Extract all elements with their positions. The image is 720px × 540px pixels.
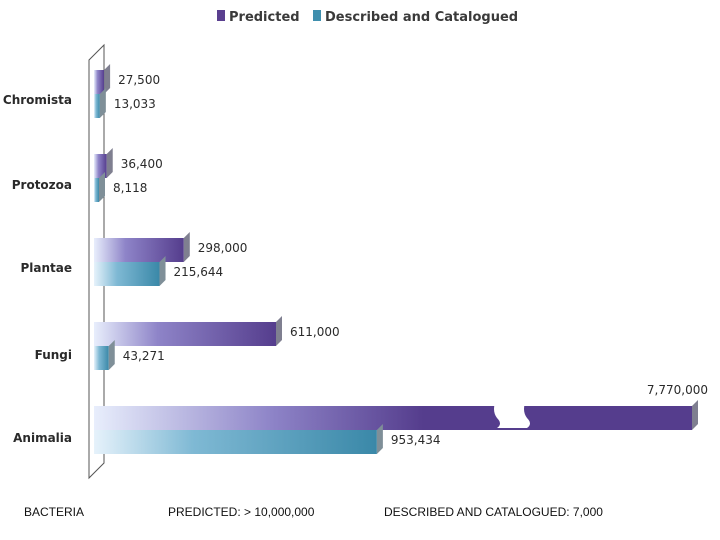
legend: Predicted Described and Catalogued [217,10,518,25]
value-labels: 27,500 13,033 36,400 8,118 298,000 215,6… [113,73,708,447]
bars [94,64,698,454]
bar-end-animalia-described [376,424,383,454]
bar-end-chromista-described [99,88,106,118]
bacteria-footnote: BACTERIA PREDICTED: > 10,000,000 DESCRIB… [0,505,720,525]
bar-chromista-predicted [94,70,105,94]
category-label-fungi: Fungi [35,348,72,362]
bar-animalia-predicted [94,406,692,430]
bar-end-protozoa-described [99,172,105,202]
category-label-chromista: Chromista [3,93,72,107]
legend-label-described: Described and Catalogued [325,10,518,25]
bar-plantae-described [94,262,160,286]
value-label-fungi-predicted: 611,000 [290,325,340,339]
category-label-animalia: Animalia [13,431,72,445]
legend-swatch-predicted [217,10,225,21]
bar-animalia-described [94,430,377,454]
value-label-animalia-described: 953,434 [391,433,441,447]
category-label-plantae: Plantae [20,261,72,275]
value-label-protozoa-predicted: 36,400 [121,157,163,171]
species-bar-chart: Predicted Described and Catalogued Chrom… [3,10,708,480]
legend-label-predicted: Predicted [229,10,300,25]
axis-break-gap [494,398,530,428]
bar-end-protozoa-predicted [106,148,113,178]
value-label-plantae-predicted: 298,000 [198,241,248,255]
bar-end-fungi-described [108,340,115,370]
bar-protozoa-predicted [94,154,107,178]
bar-fungi-predicted [94,322,276,346]
bar-plantae-predicted [94,238,184,262]
footnote-predicted: PREDICTED: > 10,000,000 [168,505,315,519]
bar-end-fungi-predicted [276,316,282,346]
bar-chromista-described [94,94,100,118]
value-label-chromista-described: 13,033 [114,97,156,111]
bar-fungi-described [94,346,109,370]
value-label-chromista-predicted: 27,500 [118,73,160,87]
footnote-group: BACTERIA [24,505,85,519]
category-labels: Chromista Protozoa Plantae Fungi Animali… [3,93,72,445]
value-label-fungi-described: 43,271 [123,349,165,363]
category-label-protozoa: Protozoa [12,178,72,192]
bar-end-animalia-predicted [692,400,698,430]
footnote-described: DESCRIBED AND CATALOGUED: 7,000 [384,505,603,519]
legend-swatch-described [313,10,321,21]
bar-end-plantae-described [159,256,166,286]
value-label-protozoa-described: 8,118 [113,181,147,195]
value-label-animalia-predicted: 7,770,000 [647,383,708,397]
bar-protozoa-described [94,178,99,202]
value-label-plantae-described: 215,644 [174,265,224,279]
axis-frame [88,43,105,480]
bar-end-chromista-predicted [104,64,111,94]
bar-end-plantae-predicted [183,232,190,262]
